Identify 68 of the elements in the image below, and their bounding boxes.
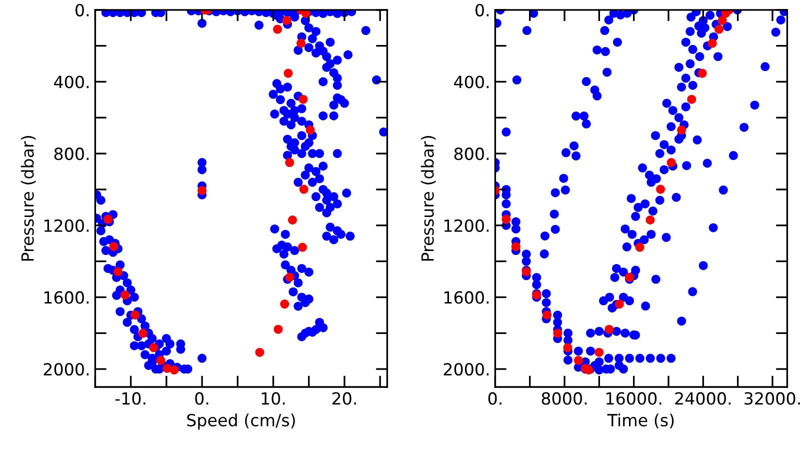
x-tick-label: 0.	[195, 392, 208, 405]
y-tick-label: 2000.	[444, 363, 489, 376]
point	[113, 267, 122, 276]
y-tick-label: 2000.	[44, 363, 89, 376]
point	[273, 24, 282, 34]
point	[698, 68, 707, 78]
point	[299, 184, 308, 194]
point	[298, 242, 307, 252]
point	[285, 272, 294, 282]
x-tick-label: 24000.	[675, 392, 731, 405]
point	[714, 24, 724, 34]
x-axis-title: Speed (cm/s)	[187, 414, 295, 430]
point	[502, 214, 511, 224]
x-tick-label: 10.	[262, 392, 285, 405]
y-axis-title: Pressure (dbar)	[420, 136, 436, 261]
y-tick-label: 1200.	[444, 219, 489, 232]
point	[282, 16, 292, 25]
point	[104, 214, 113, 224]
y-axis-title: Pressure (dbar)	[20, 136, 36, 261]
x-tick-label: -10.	[115, 392, 146, 405]
point	[542, 310, 552, 320]
x-tick-label: 8000.	[542, 392, 587, 405]
y-tick-label: 800.	[454, 148, 489, 160]
point	[284, 68, 293, 78]
y-tick-label: 400.	[454, 76, 489, 88]
point	[646, 216, 655, 224]
point	[198, 186, 207, 196]
point	[677, 126, 686, 135]
y-tick-label: 1600.	[444, 291, 489, 304]
point	[170, 365, 179, 374]
point	[687, 94, 696, 104]
point	[285, 158, 294, 168]
y-tick-label: 1600.	[44, 291, 89, 304]
x-tick-label: 0.	[488, 392, 502, 405]
y-tick-label: 400.	[54, 76, 89, 88]
point	[156, 356, 166, 365]
point	[708, 38, 717, 48]
x-axis-title: Time (s)	[607, 414, 674, 428]
point	[288, 216, 297, 224]
point	[302, 10, 311, 18]
x-tick-label: 16000.	[606, 392, 662, 405]
point	[604, 324, 614, 334]
y-tick-label: 0.	[476, 4, 489, 16]
point	[574, 356, 583, 365]
point	[130, 310, 140, 320]
point	[666, 158, 676, 168]
point	[635, 242, 644, 252]
point	[306, 126, 315, 135]
point	[553, 328, 562, 338]
point	[594, 348, 604, 357]
y-tick-label: 800.	[54, 148, 89, 160]
point	[718, 16, 727, 25]
point	[120, 290, 130, 300]
point	[255, 348, 264, 357]
point	[138, 328, 148, 338]
x-tick-label: 32000.	[744, 392, 800, 405]
point	[298, 94, 308, 104]
y-tick-label: 1200.	[44, 219, 89, 232]
point	[563, 343, 572, 352]
point	[274, 324, 283, 334]
point	[280, 300, 290, 309]
point	[511, 242, 520, 252]
point	[296, 38, 306, 48]
x-tick-label: 20.	[332, 392, 356, 405]
point	[656, 184, 666, 194]
point	[614, 300, 624, 309]
y-tick-label: 0.	[76, 4, 89, 16]
point	[109, 242, 118, 252]
